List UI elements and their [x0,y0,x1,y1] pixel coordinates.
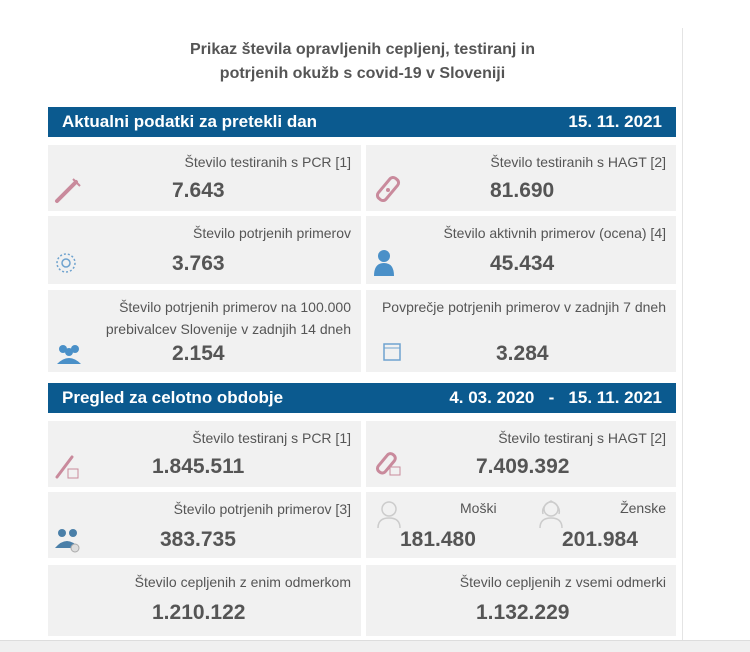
female-icon [539,500,563,528]
daily-header: Aktualni podatki za pretekli dan 15. 11. … [48,107,676,137]
test-tube-icon [55,178,81,203]
card-label: Število aktivnih primerov (ocena) [4] [443,225,666,241]
card-label: Število potrjenih primerov [3] [173,501,351,517]
total-heading: Pregled za celotno obdobje [62,388,284,407]
female-label: Ženske [620,500,666,516]
male-value: 181.480 [400,528,476,551]
daily-heading: Aktualni podatki za pretekli dan [62,112,318,131]
card-label: Število testiranih s HAGT [2] [490,154,666,170]
total-header: Pregled za celotno obdobje 4. 03. 2020 - … [48,383,676,413]
scrollbar-track[interactable] [0,640,750,652]
card-7day-daily: Povprečje potrjenih primerov v zadnjih 7… [366,290,676,372]
date-dash: - [548,388,555,407]
card-active-daily: Število aktivnih primerov (ocena) [4] 45… [366,216,676,284]
card-label: Število cepljenih z enim odmerkom [134,574,351,590]
card-value: 2.154 [172,342,225,365]
card-value: 1.210.122 [152,601,246,624]
card-label: Število cepljenih z vsemi odmerki [459,574,666,590]
page-title: Prikaz števila opravljenih cepljenj, tes… [42,38,683,86]
date-from: 4. 03. 2020 [449,388,535,407]
card-value: 7.409.392 [476,455,570,478]
card-label: Število testiranih s PCR [1] [184,154,351,170]
card-label: Število testiranj s PCR [1] [192,430,351,446]
card-confirmed-total: Število potrjenih primerov [3] 383.735 [48,492,361,558]
date-to: 15. 11. 2021 [568,388,662,407]
people-icon [57,345,81,364]
card-vacc-full: Število cepljenih z vsemi odmerki 1.132.… [366,565,676,636]
person-icon [374,250,394,276]
card-value: 383.735 [160,528,236,551]
male-icon [377,501,401,528]
card-value: 3.763 [172,252,225,275]
card-value: 3.284 [496,342,549,365]
card-pcr-total: Število testiranj s PCR [1] 1.845.511 [48,421,361,487]
card-value: 1.845.511 [152,455,245,478]
card-hagt-total: Število testiranj s HAGT [2] 7.409.392 [366,421,676,487]
title-line: potrjenih okužb s covid-19 v Sloveniji [219,65,506,82]
total-date-range: 4. 03. 2020 - 15. 11. 2021 [449,383,662,413]
title-line: Prikaz števila opravljenih cepljenj, tes… [189,41,535,58]
card-label: Število potrjenih primerov na 100.000 pr… [105,299,351,337]
daily-date: 15. 11. 2021 [568,112,662,131]
virus-icon [56,253,76,273]
card-value: 7.643 [172,179,225,202]
card-gender-total: Moški 181.480 Ženske 201.984 [366,492,676,558]
card-label: Število testiranj s HAGT [2] [498,430,666,446]
rapid-test-icon [376,452,401,476]
female-value: 201.984 [562,528,638,551]
card-value: 1.132.229 [476,601,570,624]
people-icon [55,529,80,553]
card-confirmed-daily: Število potrjenih primerov 3.763 [48,216,361,284]
card-label: Povprečje potrjenih primerov v zadnjih 7… [381,299,666,315]
card-vacc-one-dose: Število cepljenih z enim odmerkom 1.210.… [48,565,361,636]
card-value: 81.690 [490,179,555,202]
rapid-test-icon [375,175,401,203]
male-label: Moški [460,500,497,516]
card-pcr-daily: Število testiranih s PCR [1] 7.643 [48,145,361,211]
calendar-icon [383,343,401,361]
test-tube-icon [55,455,79,479]
card-14day-daily: Število potrjenih primerov na 100.000 pr… [48,290,361,372]
card-label: Število potrjenih primerov [193,225,351,241]
card-value: 45.434 [490,252,555,275]
card-hagt-daily: Število testiranih s HAGT [2] 81.690 [366,145,676,211]
